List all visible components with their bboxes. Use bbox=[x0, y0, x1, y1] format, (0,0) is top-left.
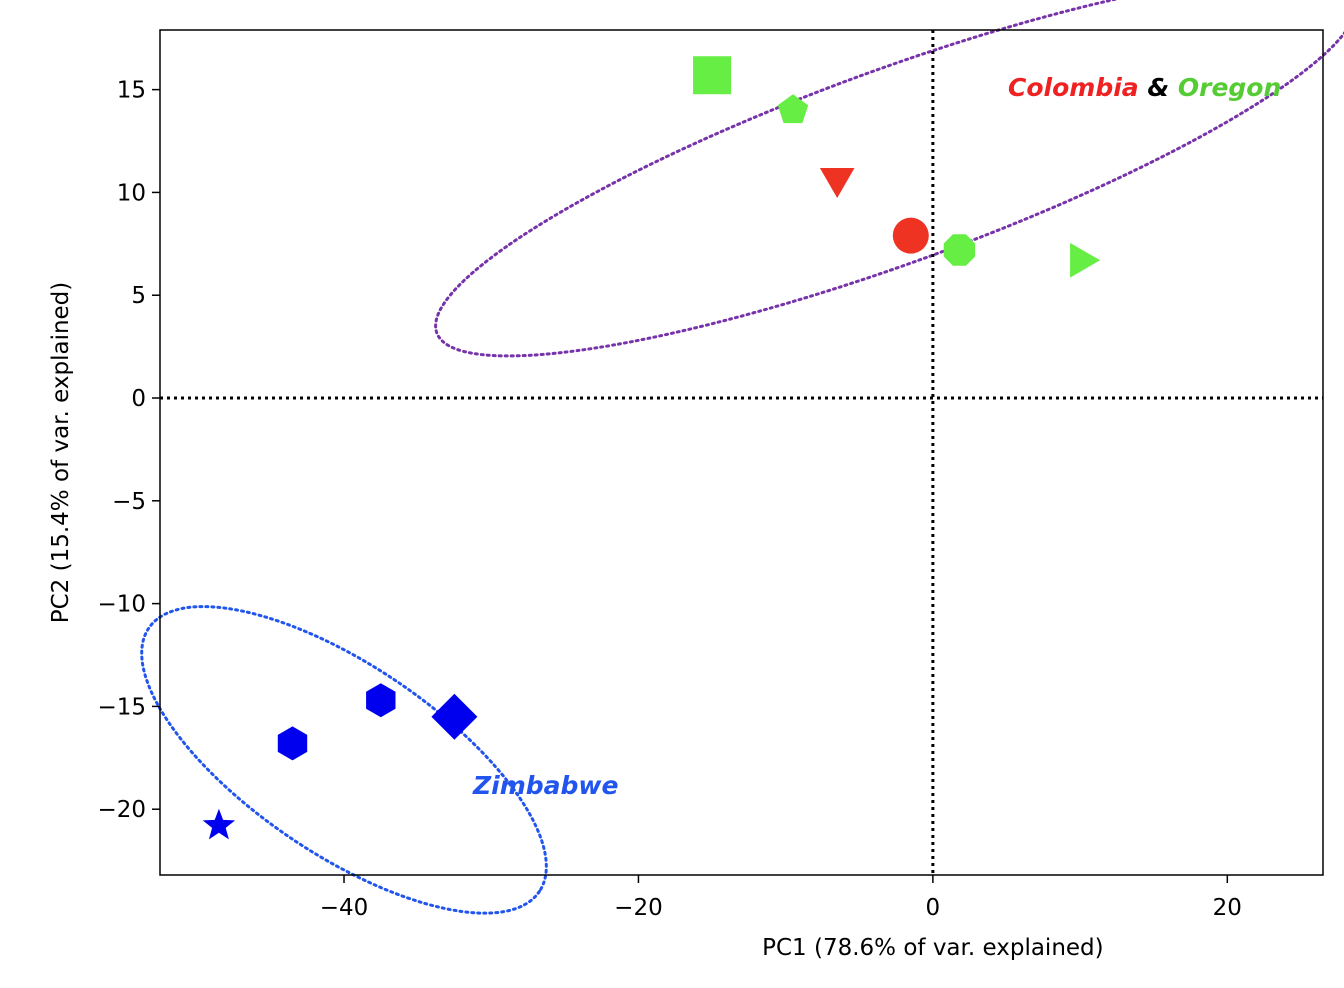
data-point-square bbox=[693, 56, 732, 95]
cluster-outlines bbox=[140, 0, 1344, 915]
data-point-pentagon bbox=[777, 94, 809, 124]
annotation-colombia-oregon: Colombia & Oregon bbox=[1008, 73, 1281, 102]
cluster-outline-1 bbox=[140, 605, 548, 915]
y-tick-label: 0 bbox=[131, 386, 146, 412]
data-point-star bbox=[202, 808, 236, 840]
data-point-hexagon bbox=[366, 683, 396, 718]
annotation-colombia: Colombia bbox=[1008, 73, 1139, 102]
data-point-triangle-right bbox=[1070, 242, 1101, 278]
annotation-oregon: Oregon bbox=[1178, 73, 1281, 102]
y-axis-label: PC2 (15.4% of var. explained) bbox=[48, 282, 74, 624]
annotation-ampersand: & bbox=[1139, 73, 1178, 102]
y-tick-label: −10 bbox=[97, 592, 146, 618]
data-point-octagon bbox=[943, 234, 976, 266]
plot-frame bbox=[159, 29, 1324, 876]
y-tick-label: −20 bbox=[97, 797, 146, 823]
x-tick-label: −40 bbox=[320, 895, 369, 921]
cluster-outline-0 bbox=[434, 0, 1344, 358]
y-tick-label: 10 bbox=[117, 180, 146, 206]
y-tick-label: 5 bbox=[131, 283, 146, 309]
x-tick-label: −20 bbox=[614, 895, 663, 921]
y-tick-label: −15 bbox=[97, 694, 146, 720]
x-tick-label: 0 bbox=[926, 895, 941, 921]
data-points bbox=[202, 56, 1101, 840]
y-axis-ticks: 15 10 5 0 −5 −10 −15 −20 bbox=[97, 78, 160, 823]
y-tick-label: −5 bbox=[112, 489, 146, 515]
x-axis-ticks: −40 −20 0 20 bbox=[320, 875, 1242, 921]
data-point-diamond bbox=[431, 693, 478, 740]
x-tick-label: 20 bbox=[1213, 895, 1242, 921]
x-axis-label: PC1 (78.6% of var. explained) bbox=[762, 935, 1104, 961]
data-point-hexagon bbox=[277, 726, 308, 761]
reference-lines bbox=[160, 30, 1323, 875]
data-point-triangle-down bbox=[819, 168, 855, 198]
data-point-circle bbox=[892, 217, 929, 254]
y-tick-label: 15 bbox=[117, 78, 146, 104]
annotation-zimbabwe: Zimbabwe bbox=[472, 771, 618, 800]
